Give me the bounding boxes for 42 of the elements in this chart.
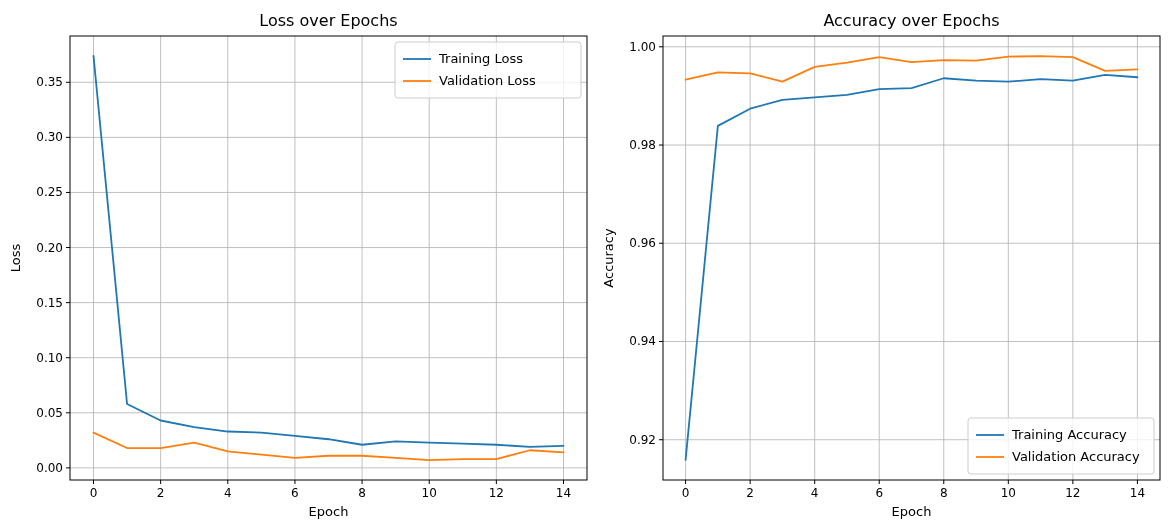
y-tick-label: 1.00 <box>629 39 656 54</box>
legend-label: Training Accuracy <box>1011 427 1128 442</box>
x-tick-label: 14 <box>1129 486 1146 500</box>
x-tick-label: 0 <box>89 486 98 500</box>
legend-label: Validation Accuracy <box>1012 449 1140 464</box>
y-tick-label: 0.94 <box>629 334 656 349</box>
line-series <box>92 54 565 448</box>
x-tick-label: 10 <box>421 486 437 500</box>
y-tick-label: 0.92 <box>629 432 656 447</box>
x-axis-title: Epoch <box>308 504 349 519</box>
x-tick-label: 8 <box>358 486 366 500</box>
y-tick-label: 0.20 <box>36 240 63 255</box>
y-tick-label: 0.10 <box>36 350 63 365</box>
x-tick-label: 0 <box>681 486 690 500</box>
line-series <box>684 55 1139 83</box>
x-axis-title: Epoch <box>891 504 932 519</box>
y-tick-label: 0.30 <box>36 130 63 145</box>
x-tick-label: 14 <box>555 486 572 500</box>
y-tick-label: 0.96 <box>629 236 656 251</box>
line-series <box>92 431 565 462</box>
x-tick-label: 8 <box>939 486 948 500</box>
y-tick-label: 0.15 <box>36 295 63 310</box>
y-axis-title: Accuracy <box>601 228 616 288</box>
y-tick-label: 0.05 <box>36 405 63 420</box>
x-tick-label: 12 <box>488 486 504 500</box>
chart-title: Loss over Epochs <box>259 11 398 30</box>
y-tick-label: 0.98 <box>629 138 656 153</box>
x-tick-label: 12 <box>1065 486 1081 500</box>
x-tick-label: 2 <box>156 486 165 500</box>
x-tick-label: 6 <box>291 486 299 500</box>
y-tick-label: 0.00 <box>36 460 63 475</box>
x-tick-label: 10 <box>1000 486 1016 500</box>
legend-label: Validation Loss <box>439 73 537 88</box>
x-tick-label: 6 <box>875 486 884 500</box>
chart-title: Accuracy over Epochs <box>823 11 1000 30</box>
x-tick-label: 4 <box>810 486 819 500</box>
x-tick-label: 2 <box>746 486 754 500</box>
y-tick-label: 0.35 <box>36 75 63 90</box>
y-tick-label: 0.25 <box>36 185 63 200</box>
y-axis-title: Loss <box>8 243 23 273</box>
x-tick-label: 4 <box>223 486 232 500</box>
legend-label: Training Loss <box>438 51 524 66</box>
